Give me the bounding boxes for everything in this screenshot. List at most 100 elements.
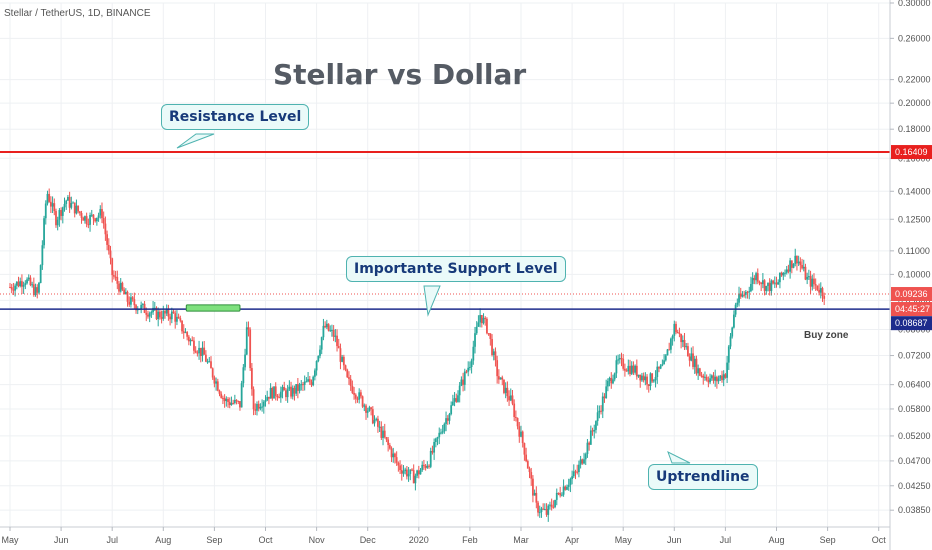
candle-body (80, 213, 83, 218)
candle-body (668, 349, 671, 351)
candle-body (426, 465, 429, 468)
time-tick-label: Aug (768, 535, 784, 545)
candle-body (593, 429, 596, 432)
candle-body (652, 380, 655, 382)
candle-body (792, 263, 795, 268)
candle-body (497, 376, 500, 380)
price-axis-panel[interactable] (890, 0, 932, 550)
candle-body (661, 364, 664, 366)
candle-body (368, 407, 371, 411)
candle-body (450, 405, 453, 415)
support-callout[interactable]: Importante Support Level (346, 256, 566, 282)
candle-body (235, 399, 238, 402)
candle-body (172, 311, 175, 314)
candle-body (165, 308, 168, 314)
buy-zone-box[interactable] (185, 304, 241, 312)
uptrend-callout[interactable]: Uptrendline (648, 464, 758, 490)
candle-body (514, 416, 517, 418)
candle-body (378, 426, 381, 428)
candle-body (601, 396, 604, 412)
candle-body (194, 350, 197, 353)
candle-body (669, 338, 672, 350)
candle-body (819, 288, 822, 293)
candle-body (143, 303, 146, 313)
candle-body (649, 373, 652, 387)
candle-body (286, 389, 289, 398)
candle-body (630, 365, 633, 375)
candle-body (196, 352, 199, 354)
candle-body (279, 391, 282, 398)
price-tick-label: 0.30000 (898, 0, 931, 8)
candle-body (709, 378, 711, 383)
candle-body (641, 375, 643, 381)
candle-body (637, 374, 640, 377)
candle-body (532, 478, 534, 496)
candle-body (521, 431, 524, 444)
candle-body (179, 318, 182, 321)
candle-body (230, 402, 233, 406)
candle-body (823, 296, 826, 299)
candle-body (298, 384, 301, 391)
candle-body (595, 421, 597, 430)
candle-body (191, 339, 194, 341)
price-tick-label: 0.04250 (898, 481, 931, 491)
candle-body (101, 209, 103, 219)
candle-body (751, 277, 754, 284)
candle-body (327, 323, 330, 331)
candle-body (90, 214, 93, 216)
candle-body (116, 277, 119, 284)
candle-body (356, 398, 359, 400)
candle-body (538, 512, 541, 514)
candle-body (704, 376, 706, 378)
candle-body (39, 265, 42, 283)
candle-body (78, 211, 81, 214)
time-tick-label: Jun (54, 535, 69, 545)
candle-body (750, 283, 752, 292)
resistance-callout[interactable]: Resistance Level (161, 104, 310, 130)
candle-body (731, 327, 734, 337)
candle-body (56, 219, 59, 226)
candle-body (552, 506, 555, 508)
candle-body (349, 378, 352, 386)
candle-body (53, 203, 56, 212)
candle-body (596, 412, 599, 422)
candle-body (787, 269, 790, 272)
candle-body (446, 418, 449, 421)
candle-body (407, 473, 410, 477)
candlestick-series (9, 188, 826, 522)
candle-body (371, 409, 374, 424)
candle-body (736, 302, 739, 305)
candle-body (41, 245, 44, 266)
candle-body (348, 377, 350, 379)
time-tick-label: Dec (360, 535, 377, 545)
candle-body (193, 340, 195, 351)
candle-body (114, 276, 117, 278)
candle-body (22, 284, 25, 287)
candle-body (646, 376, 648, 385)
candle-body (87, 224, 90, 226)
candle-body (583, 459, 585, 464)
candle-body (451, 401, 454, 406)
candle-body (351, 385, 354, 393)
candle-body (780, 272, 783, 276)
candle-body (717, 378, 720, 382)
candle-body (457, 395, 459, 402)
candle-body (232, 402, 235, 404)
candle-body (181, 320, 183, 332)
candle-body (77, 205, 80, 212)
candle-body (572, 471, 575, 477)
candle-body (608, 377, 611, 381)
candle-body (416, 470, 418, 476)
candle-body (472, 346, 475, 361)
candle-body (283, 386, 286, 391)
candle-body (474, 333, 476, 347)
candle-body (782, 273, 785, 276)
candle-body (739, 293, 742, 297)
candle-body (346, 369, 349, 378)
candle-body (663, 360, 665, 365)
candle-body (644, 376, 647, 381)
price-tick-label: 0.05200 (898, 431, 931, 441)
symbol-label: Stellar / TetherUS, 1D, BINANCE (4, 8, 151, 19)
candle-body (359, 392, 362, 397)
